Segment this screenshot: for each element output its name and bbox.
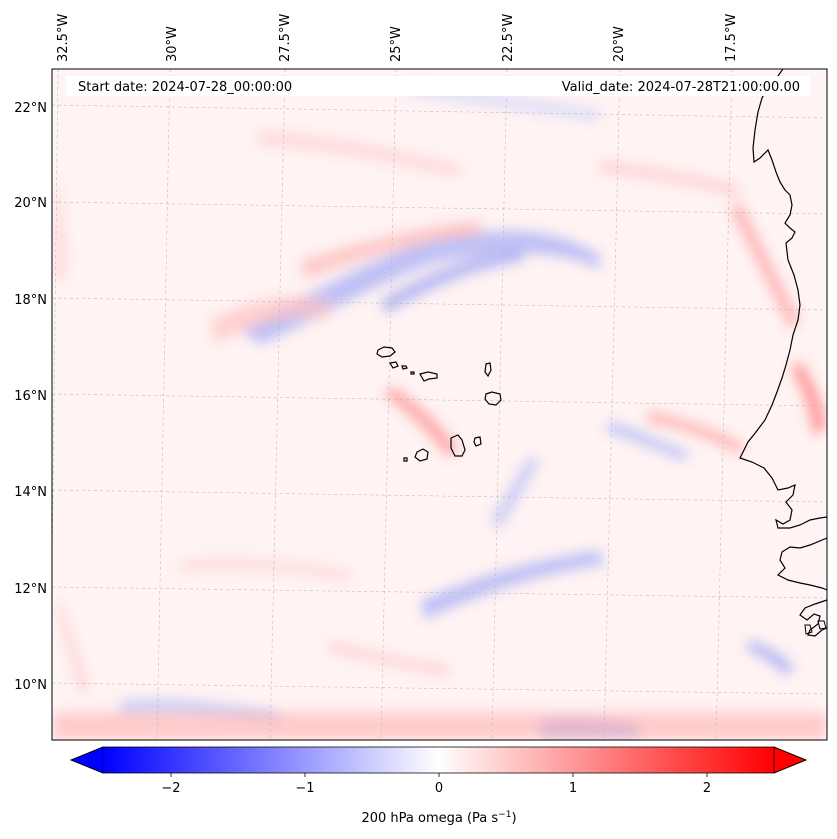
- gridlines: [52, 69, 827, 740]
- african-coastline: [739, 68, 828, 637]
- island-sao-vicente: [389, 361, 399, 369]
- cabo-verde-islands: [376, 346, 502, 462]
- island-boa-vista: [484, 391, 502, 406]
- colorbar-gradient: [103, 747, 774, 773]
- lat-label: 22°N: [14, 101, 47, 116]
- island-fogo: [414, 448, 429, 462]
- lon-label: 25°W: [389, 26, 404, 62]
- colorbar-ticks: [170, 773, 708, 777]
- colorbar-outline: [69, 746, 808, 774]
- island-islet: [410, 371, 415, 375]
- lat-label: 18°N: [14, 293, 47, 308]
- colorbar-tick-label: −2: [161, 781, 180, 796]
- map-area: Start date: 2024-07-28_00:00:00 Valid_da…: [51, 68, 828, 741]
- lon-label: 17.5°W: [724, 14, 739, 62]
- colorbar-extend-high: [773, 746, 808, 774]
- island-sal: [484, 362, 492, 378]
- island-santa-luzia: [401, 365, 408, 370]
- island-maio: [473, 436, 482, 447]
- colorbar: −2 −1 0 1 2 200 hPa omega (Pa s−1): [69, 746, 808, 826]
- valid-date-label: Valid_date: 2024-07-28T21:00:00.00: [562, 80, 800, 95]
- lat-label: 16°N: [14, 389, 47, 404]
- lon-label: 20°W: [612, 26, 627, 62]
- island-brava: [403, 457, 408, 462]
- header-strip: [66, 76, 810, 96]
- colorbar-tick-label: 1: [569, 781, 577, 796]
- longitude-labels: 32.5°W 30°W 27.5°W 25°W 22.5°W 20°W 17.5…: [56, 14, 739, 62]
- lat-label: 20°N: [14, 196, 47, 211]
- colorbar-label: 200 hPa omega (Pa s−1): [361, 810, 516, 826]
- colorbar-label-suffix: ): [511, 811, 516, 826]
- colorbar-label-prefix: 200 hPa omega (Pa s: [361, 811, 498, 826]
- island-santo-antao: [376, 346, 396, 358]
- map-frame: [51, 68, 828, 741]
- latitude-labels: 22°N 20°N 18°N 16°N 14°N 12°N 10°N: [14, 101, 47, 693]
- lon-label: 32.5°W: [56, 14, 71, 62]
- african-coastline-detail: [804, 620, 827, 635]
- colorbar-label-exponent: −1: [498, 810, 511, 820]
- lon-label: 30°W: [165, 26, 180, 62]
- lat-label: 14°N: [14, 485, 47, 500]
- lon-label: 27.5°W: [278, 14, 293, 62]
- lat-label: 12°N: [14, 582, 47, 597]
- omega-field: [52, 69, 827, 740]
- island-sao-nicolau: [419, 371, 438, 382]
- start-date-label: Start date: 2024-07-28_00:00:00: [78, 80, 292, 95]
- lon-label: 22.5°W: [501, 14, 516, 62]
- colorbar-tick-label: 0: [435, 781, 443, 796]
- lat-label: 10°N: [14, 678, 47, 693]
- colorbar-tick-label: −1: [295, 781, 314, 796]
- colorbar-tick-label: 2: [703, 781, 711, 796]
- island-santiago: [450, 434, 466, 457]
- colorbar-extend-low: [69, 746, 104, 774]
